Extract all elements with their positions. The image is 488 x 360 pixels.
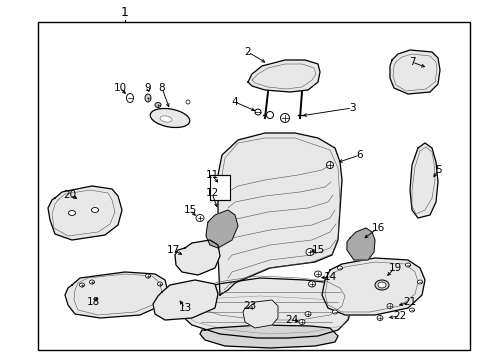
Text: 6: 6 (356, 150, 363, 160)
Polygon shape (346, 228, 374, 260)
Polygon shape (243, 300, 278, 328)
Text: 19: 19 (387, 263, 401, 273)
Text: 5: 5 (434, 165, 440, 175)
Text: 1: 1 (121, 5, 129, 18)
Polygon shape (247, 60, 319, 92)
Ellipse shape (314, 271, 321, 277)
Bar (38, 22, 469, 350)
Ellipse shape (305, 248, 313, 256)
Ellipse shape (417, 280, 422, 284)
Text: 15: 15 (311, 245, 324, 255)
Ellipse shape (326, 162, 333, 168)
Ellipse shape (266, 112, 273, 118)
Ellipse shape (408, 308, 414, 312)
Ellipse shape (405, 263, 409, 267)
Text: 15: 15 (183, 205, 196, 215)
Ellipse shape (332, 310, 337, 314)
Ellipse shape (126, 94, 133, 103)
Text: 20: 20 (63, 190, 77, 200)
Ellipse shape (160, 116, 172, 122)
Text: 10: 10 (113, 83, 126, 93)
Text: 8: 8 (159, 83, 165, 93)
Ellipse shape (377, 282, 385, 288)
Polygon shape (175, 240, 220, 275)
Polygon shape (65, 272, 168, 318)
Text: 12: 12 (205, 188, 218, 198)
Ellipse shape (150, 108, 189, 127)
Text: 22: 22 (392, 311, 406, 321)
Polygon shape (200, 325, 337, 348)
Bar (209, 175, 229, 200)
Polygon shape (218, 133, 341, 295)
Text: 14: 14 (323, 272, 336, 282)
Ellipse shape (386, 303, 392, 309)
Polygon shape (178, 278, 351, 338)
Text: 17: 17 (166, 245, 179, 255)
Text: 9: 9 (144, 83, 151, 93)
Text: 11: 11 (205, 170, 218, 180)
Polygon shape (321, 258, 424, 315)
Ellipse shape (157, 282, 162, 286)
Text: 23: 23 (243, 301, 256, 311)
Polygon shape (153, 280, 218, 320)
Polygon shape (205, 210, 238, 248)
Ellipse shape (337, 266, 342, 270)
Ellipse shape (280, 113, 289, 122)
Ellipse shape (155, 103, 161, 108)
Ellipse shape (298, 320, 305, 324)
Text: 16: 16 (370, 223, 384, 233)
Polygon shape (389, 50, 439, 94)
Text: 18: 18 (86, 297, 100, 307)
Ellipse shape (68, 211, 75, 216)
Polygon shape (409, 143, 437, 218)
Ellipse shape (305, 311, 310, 316)
Text: 7: 7 (408, 57, 414, 67)
Ellipse shape (80, 283, 84, 287)
Ellipse shape (91, 207, 98, 212)
Ellipse shape (308, 281, 315, 287)
Text: 21: 21 (403, 297, 416, 307)
Text: 13: 13 (178, 303, 191, 313)
Ellipse shape (254, 109, 261, 115)
Ellipse shape (376, 315, 382, 320)
Polygon shape (48, 186, 122, 240)
Ellipse shape (185, 100, 190, 104)
Text: 2: 2 (244, 47, 251, 57)
Text: 3: 3 (348, 103, 355, 113)
Ellipse shape (145, 274, 150, 278)
Text: 24: 24 (285, 315, 298, 325)
Ellipse shape (145, 94, 151, 102)
Ellipse shape (89, 280, 94, 284)
Ellipse shape (196, 215, 203, 221)
Ellipse shape (374, 280, 388, 290)
Text: 4: 4 (231, 97, 238, 107)
